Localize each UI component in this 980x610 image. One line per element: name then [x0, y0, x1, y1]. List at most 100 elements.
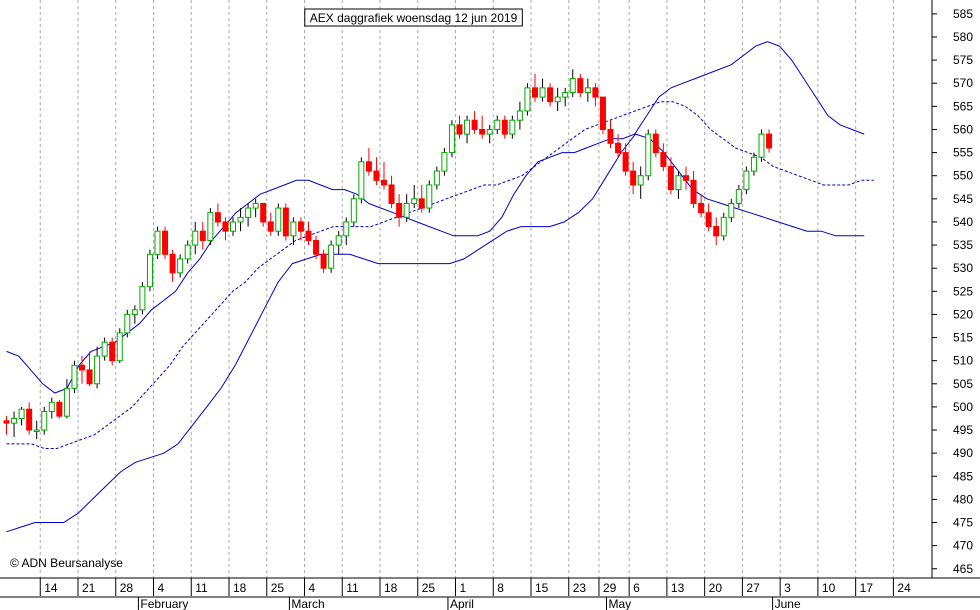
x-tick-label: 18 [384, 581, 398, 595]
candle-body [358, 161, 365, 200]
candle-body [297, 221, 304, 232]
x-tick-label: 8 [497, 581, 504, 595]
candle-body [381, 179, 387, 186]
candle-body [71, 364, 78, 389]
candle-body [56, 401, 63, 417]
candle-body [554, 96, 561, 103]
candle-body [441, 152, 448, 172]
y-tick-label: 575 [953, 53, 973, 67]
x-tick-label: 1 [460, 581, 467, 595]
candle-body [698, 202, 705, 214]
candle-body [577, 78, 584, 93]
candle-body [599, 96, 606, 130]
candle-body [230, 221, 236, 232]
candle-body [184, 244, 191, 260]
candle-body [169, 253, 176, 274]
candle-body [124, 313, 131, 334]
candle-body [237, 216, 244, 223]
candle-body [713, 226, 720, 237]
y-tick-label: 515 [953, 331, 973, 345]
candle-body [86, 369, 93, 385]
bollinger-bands [6, 41, 874, 533]
chart-title-box: AEX daggrafiek woensdag 12 jun 2019 [304, 8, 523, 27]
y-tick-label: 560 [953, 122, 973, 136]
candle-body [652, 133, 659, 154]
grid-lines [39, 0, 894, 578]
candle-body [456, 124, 463, 135]
candle-body [584, 87, 591, 93]
candle-body [139, 286, 146, 311]
band-upper [6, 41, 865, 394]
x-tick-label: 13 [671, 581, 685, 595]
y-tick-label: 485 [953, 469, 973, 483]
candle-body [758, 133, 765, 158]
x-tick-label: 6 [633, 581, 640, 595]
month-label: June [775, 597, 801, 610]
candle-body [569, 78, 576, 93]
y-tick-label: 535 [953, 238, 973, 252]
x-tick-label: 14 [44, 581, 58, 595]
candle-body [207, 212, 214, 241]
candle-body [667, 165, 674, 191]
x-tick-label: 4 [309, 581, 316, 595]
candles [3, 69, 773, 440]
candle-body [705, 212, 712, 228]
y-tick-label: 505 [953, 377, 973, 391]
candle-body [645, 133, 652, 177]
month-label: April [450, 597, 474, 610]
candle-body [146, 253, 153, 288]
candle-body [63, 387, 70, 417]
x-tick-label: 29 [603, 581, 617, 595]
x-tick-label: 24 [897, 581, 911, 595]
candle-body [365, 161, 372, 172]
candle-body [109, 341, 116, 362]
candle-body [403, 202, 410, 218]
y-tick-label: 500 [953, 400, 973, 414]
candle-body [282, 207, 289, 237]
candle-body [101, 341, 108, 357]
candle-body [637, 175, 644, 186]
candle-body [660, 152, 667, 167]
candle-body [177, 258, 184, 274]
x-tick-label: 4 [158, 581, 165, 595]
y-tick-label: 530 [953, 261, 973, 275]
candle-body [532, 87, 538, 98]
y-tick-label: 465 [953, 562, 973, 576]
candle-body [267, 221, 274, 232]
candle-body [373, 170, 380, 181]
candle-body [486, 128, 493, 135]
candle-body [320, 253, 327, 269]
candle-body [11, 417, 18, 424]
y-tick-label: 555 [953, 146, 973, 160]
month-label: March [291, 597, 324, 610]
candle-body [539, 87, 546, 98]
y-axis: 465 470 475 480 485 490 495 500 505 510 515 520 525 5… [932, 7, 973, 576]
y-tick-label: 520 [953, 307, 973, 321]
x-tick-label: 21 [82, 581, 96, 595]
chart-title: AEX daggrafiek woensdag 12 jun 2019 [310, 11, 518, 25]
candle-body [615, 142, 622, 154]
candle-body [524, 87, 531, 112]
candle-body [343, 221, 350, 237]
y-tick-label: 470 [953, 539, 973, 553]
candle-body [131, 309, 138, 315]
band-middle [6, 101, 874, 449]
candle-body [33, 429, 40, 433]
x-tick-label: 11 [346, 581, 359, 595]
candle-body [313, 239, 320, 255]
candle-body [433, 170, 440, 186]
x-tick-label: 3 [784, 581, 791, 595]
candle-body [592, 87, 599, 98]
candle-body [494, 119, 501, 130]
candle-body [396, 202, 403, 218]
candle-body [3, 420, 10, 424]
candle-body [471, 119, 478, 130]
candle-body [501, 119, 508, 135]
candle-body [418, 198, 425, 209]
y-tick-label: 565 [953, 99, 973, 113]
candle-body [411, 198, 418, 204]
candle-body [750, 156, 757, 172]
y-tick-label: 585 [953, 7, 973, 21]
candle-body [728, 202, 735, 218]
